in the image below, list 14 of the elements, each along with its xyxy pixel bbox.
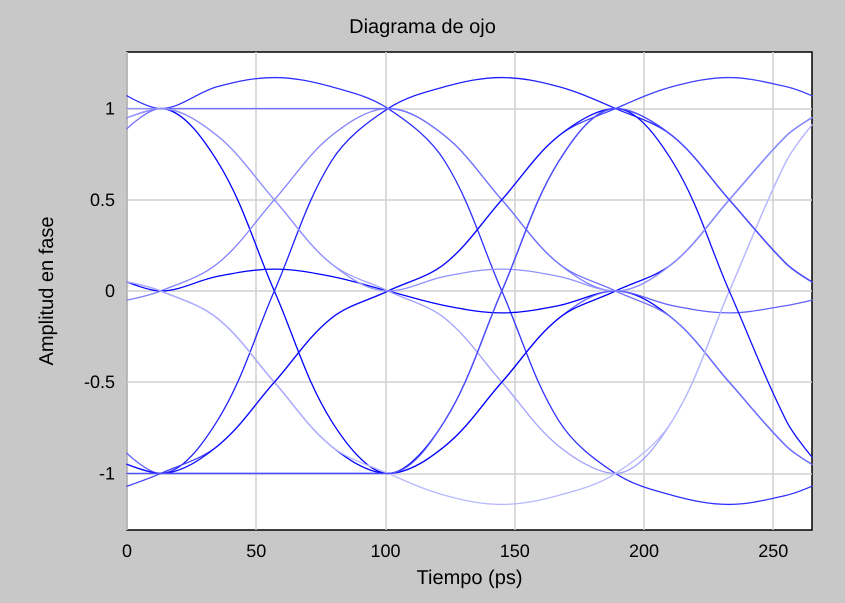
x-tick-label: 200: [628, 541, 660, 561]
x-tick-label: 50: [246, 541, 266, 561]
x-tick-label: 250: [758, 541, 788, 561]
x-tick-label: 100: [370, 541, 401, 561]
y-tick-label: 0: [104, 281, 115, 301]
y-tick-label: 0.5: [90, 190, 115, 210]
y-axis-title: Amplitud en fase: [36, 216, 58, 366]
x-axis-title: Tiempo (ps): [416, 567, 522, 589]
y-tick-label: 1: [104, 98, 115, 119]
x-tick-label: 0: [122, 541, 132, 561]
y-tick-label: -0.5: [84, 372, 115, 392]
chart-title: Diagrama de ojo: [349, 16, 496, 38]
x-tick-label: 150: [500, 541, 530, 561]
y-tick-label: -1: [98, 463, 115, 484]
